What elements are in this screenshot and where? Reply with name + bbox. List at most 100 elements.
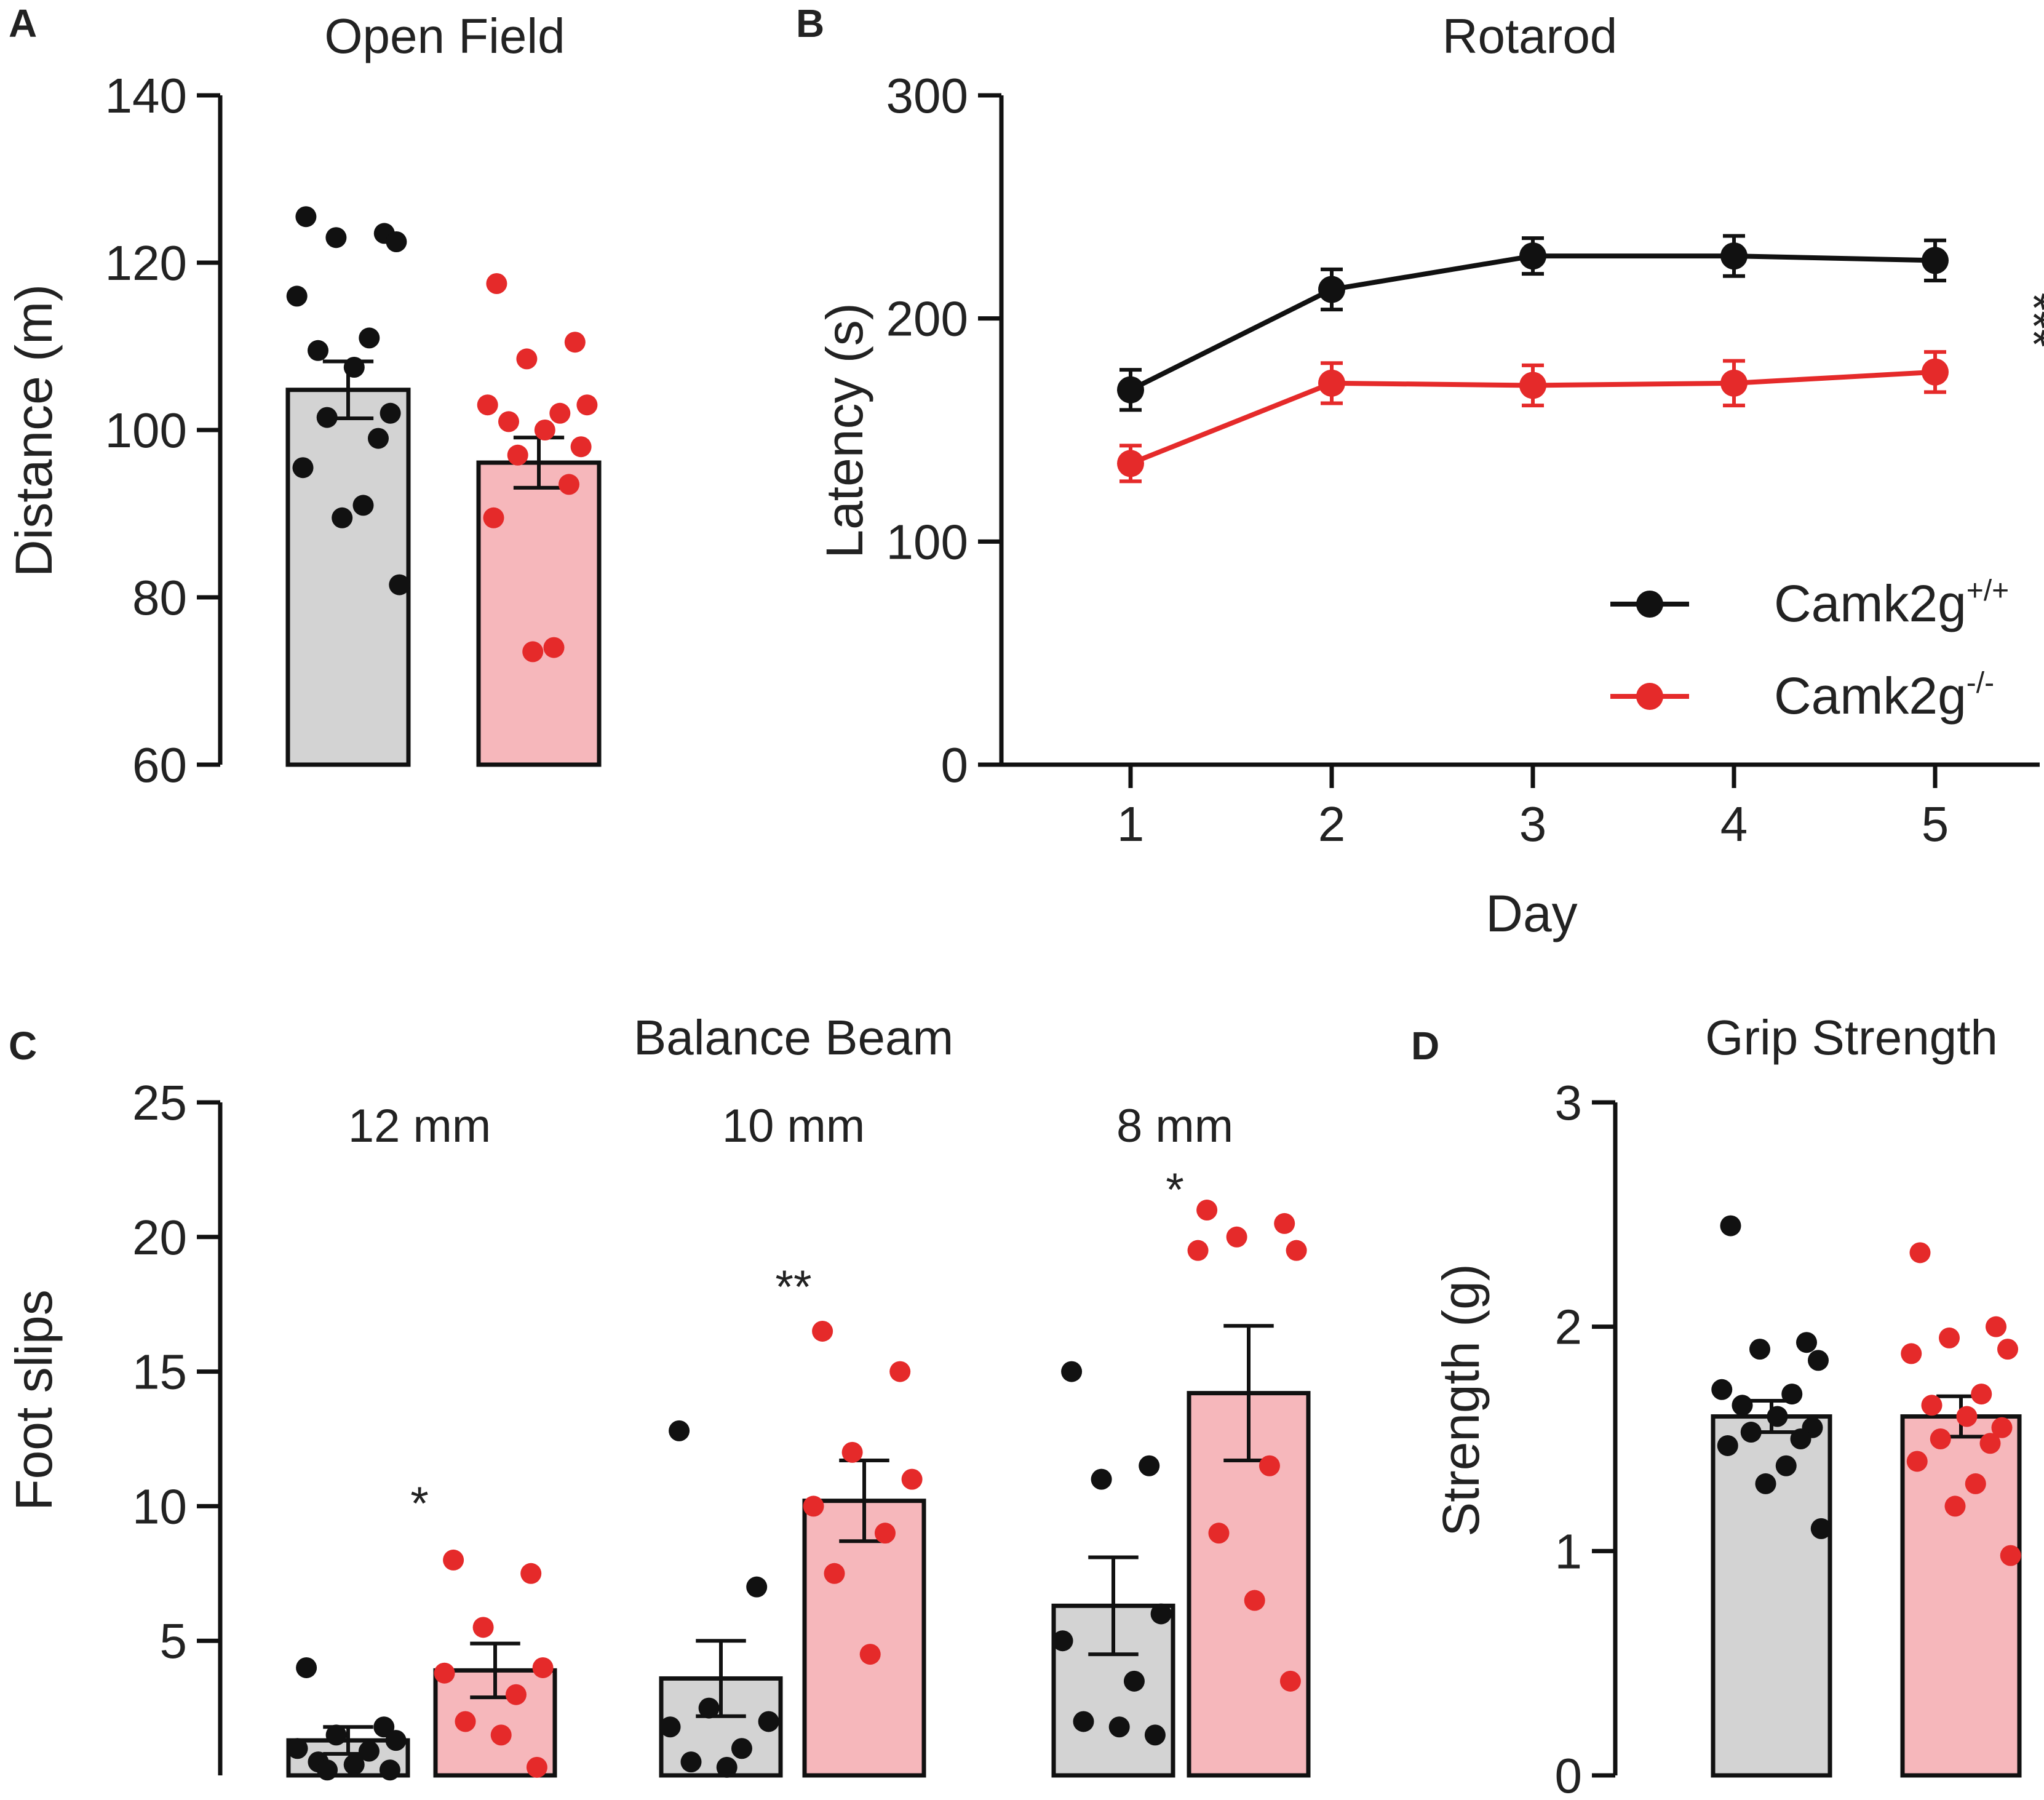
panel-d-ko-data-point [1979,1433,2001,1454]
panel-c-12mm-ko-data-point [490,1724,512,1746]
panel-a-wt-data-point [325,227,347,249]
panel-d-ko-data-point [1944,1495,1966,1517]
panel-c-12mm-wt-data-point [343,1754,365,1775]
panel-b-xtick-label: 2 [1318,797,1346,851]
panel-c-sig-8mm: * [1166,1164,1184,1216]
panel-c-12mm-wt-data-point [296,1657,317,1678]
panel-c-10mm-ko-data-point [901,1468,923,1490]
panel-b: B Rotarod Latency (s) Day 0 100 200 300 1 2 3 4… [796,1,2044,942]
panel-a-ytick-label: 100 [105,403,187,458]
panel-a-ko-data-point [486,273,507,294]
panel-d-ko-data-point [1971,1384,1992,1405]
panel-a-ko-data-point [570,436,592,458]
panel-c-8mm-wt-data-point [1091,1468,1112,1490]
panel-c-ytick-label: 10 [132,1479,187,1534]
panel-c-10mm-ko-bar [802,1499,926,1778]
panel-d-wt-data-point [1717,1435,1738,1456]
panel-d-ytick-label: 1 [1555,1524,1583,1579]
legend-marker-wt [1636,591,1663,618]
panel-d: D Grip Strength Strength (g) 0 1 2 3 [1411,1010,2022,1800]
panel-d-ko-data-point [1939,1327,1960,1348]
panel-b-ko-marker [1318,369,1345,397]
panel-d-wt-data-point [1781,1384,1803,1405]
panel-d-ko-data-point [1991,1417,2013,1438]
panel-a-wt-data-point [386,231,407,252]
panel-c-12mm-ko-data-point [434,1662,455,1684]
panel-d-ko-bar [1900,1414,2022,1778]
panel-d-ko-data-point [1956,1406,1978,1427]
panel-c-y-ticks: 5 10 15 20 25 [132,1075,223,1775]
panel-c-10mm-ko-data-point [803,1495,824,1517]
panel-d-wt-bar [1711,1414,1832,1778]
panel-d-y-ticks: 0 1 2 3 [1555,1075,1618,1800]
panel-d-ytick-label: 2 [1555,1300,1583,1355]
panel-a-ko-data-point [498,411,519,432]
panel-c-8mm-ko-data-point [1244,1590,1265,1611]
panel-c-12mm-wt-data-point [385,1730,407,1751]
panel-d-wt-data-point [1767,1406,1788,1427]
panel-c-10mm-ko-data-point [812,1320,833,1342]
panel-c-ytick-label: 25 [132,1075,187,1130]
panel-d-wt-data-point [1749,1339,1770,1360]
panel-c-title: Balance Beam [634,1010,953,1065]
panel-d-wt-data-point [1720,1215,1741,1237]
panel-b-ko-marker [1922,358,1949,386]
panel-c-10mm-ko-data-point [874,1523,896,1544]
panel-a-y-ticks: 60 80 100 120 140 [105,68,223,792]
panel-c-10mm-ko-data-point [824,1563,845,1584]
panel-c-8mm-ko-bar [1187,1391,1311,1778]
panel-a-ko-data-point [543,637,565,658]
panel-b-ko-marker [1519,372,1546,399]
panel-c-10mm-wt-data-point [680,1751,702,1773]
panel-c-bars [286,1324,1311,1778]
panel-a-wt-data-point [368,428,389,449]
panel-d-ko-data-point [1986,1316,2006,1337]
panel-b-wt-marker [1318,276,1345,303]
panel-a-wt-data-point [359,327,380,349]
panel-c-10mm-wt-data-point [669,1420,690,1441]
panel-c-8mm-wt-data-point [1061,1361,1083,1382]
panel-b-wt-marker [1720,242,1748,270]
legend-sup-wt: +/+ [1966,575,2009,607]
legend-label-wt: Camk2g+/+ [1774,575,2009,632]
panel-b-ytick-label: 300 [886,68,968,123]
panel-d-wt-data-point [1775,1455,1797,1476]
panel-d-title: Grip Strength [1705,1010,1998,1065]
panel-b-ytick-label: 200 [886,292,968,346]
panel-a-ko-data-point [477,394,498,416]
panel-c-12mm-ko-data-point [443,1549,464,1571]
panel-letter-a: A [9,1,37,46]
panel-c-12mm-wt-data-point [358,1740,380,1762]
panel-c-10mm-ko-data-point [889,1361,911,1382]
panel-d-wt-data-point [1711,1379,1733,1400]
panel-b-ytick-label: 0 [941,738,969,792]
panel-b-xtick-label: 3 [1519,797,1547,851]
panel-b-xtick-label: 5 [1922,797,1949,851]
panel-letter-d: D [1411,1024,1439,1068]
panel-a-ytick-label: 80 [132,570,187,625]
panel-c-8mm-wt-data-point [1108,1716,1130,1738]
panel-d-wt-data-point [1796,1332,1817,1353]
panel-d-ko-data-point [1909,1242,1931,1264]
panel-d-ko-data-point [1901,1343,1922,1364]
panel-a-ko-data-point [516,348,538,370]
panel-c-8mm-ko-data-point [1274,1213,1295,1234]
panel-d-points [1711,1215,2021,1566]
panel-b-axis-ticks: 0 100 200 300 1 2 3 4 5 [886,68,2040,851]
panel-a-wt-data-point [295,206,317,228]
panel-c-points [287,1200,1307,1781]
panel-d-ko-data-point [1906,1451,1928,1472]
panel-a-ko-data-point [507,444,528,466]
panel-a-ko-data-point [576,394,598,416]
panel-c-8mm-ko-data-point [1286,1240,1307,1261]
panel-d-ko-data-point [1965,1473,1986,1494]
panel-c-sig-10mm: ** [775,1261,811,1313]
panel-a-ytick-label: 120 [105,236,187,290]
panel-d-wt-data-point [1740,1422,1762,1443]
panel-c-8mm-ko-data-point [1208,1523,1230,1544]
panel-c-category-12mm: 12 mm [348,1100,491,1152]
panel-c-10mm-wt-data-point [731,1738,752,1759]
legend-marker-ko [1636,683,1663,710]
panel-b-significance: *** [2007,293,2044,348]
